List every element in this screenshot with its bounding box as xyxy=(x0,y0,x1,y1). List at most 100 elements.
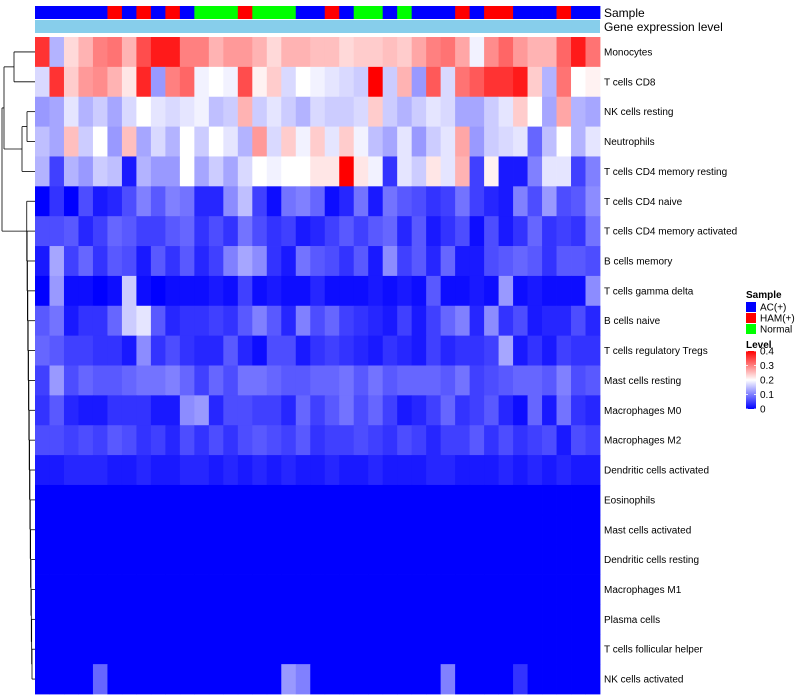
heatmap-cell xyxy=(136,634,152,665)
heatmap-cell xyxy=(107,425,123,456)
heatmap-cell xyxy=(49,365,65,396)
heatmap-cell xyxy=(353,514,369,546)
heatmap-cell xyxy=(136,66,152,98)
heatmap-cell xyxy=(324,246,340,277)
heatmap-cell xyxy=(310,544,326,575)
gene-expression-level-track xyxy=(35,20,600,33)
heatmap-cell xyxy=(339,664,355,695)
heatmap-cell xyxy=(63,66,79,98)
heatmap-cell xyxy=(585,634,601,665)
heatmap-cell xyxy=(484,275,499,307)
heatmap-cell xyxy=(556,66,572,98)
heatmap-cell xyxy=(208,126,224,157)
heatmap-cell xyxy=(107,37,123,68)
heatmap-cell xyxy=(353,425,369,456)
heatmap-cell xyxy=(513,455,528,486)
heatmap-cell xyxy=(266,186,282,217)
heatmap-cell xyxy=(281,275,297,307)
heatmap-cell xyxy=(252,156,268,187)
heatmap-cell xyxy=(440,335,456,366)
heatmap-cell xyxy=(136,365,152,396)
heatmap-cell xyxy=(266,156,282,187)
heatmap-cell xyxy=(92,156,108,187)
heatmap-cell xyxy=(223,395,239,426)
heatmap-cell xyxy=(571,305,586,337)
heatmap-cell xyxy=(484,305,499,337)
heatmap-cell xyxy=(397,395,413,426)
heatmap-cell xyxy=(35,664,50,695)
heatmap-cell xyxy=(63,365,79,396)
heatmap-cell xyxy=(542,484,557,516)
heatmap-cell xyxy=(542,544,557,575)
heatmap-cell xyxy=(353,275,369,307)
heatmap-cell xyxy=(484,335,499,366)
heatmap-cell xyxy=(35,365,50,396)
heatmap-cell xyxy=(411,216,427,247)
heatmap-cell xyxy=(165,246,181,277)
heatmap-cell xyxy=(150,275,166,307)
heatmap-cell xyxy=(585,216,601,247)
heatmap-cell xyxy=(324,66,340,98)
heatmap-cell xyxy=(542,604,557,635)
heatmap-cell xyxy=(179,544,195,575)
heatmap-cell xyxy=(527,66,543,98)
heatmap-cell xyxy=(324,37,340,68)
heatmap-cell xyxy=(223,425,239,456)
heatmap-cells xyxy=(35,37,601,695)
heatmap-cell xyxy=(35,425,50,456)
heatmap-cell xyxy=(585,484,601,516)
heatmap-cell xyxy=(63,246,79,277)
heatmap-cell xyxy=(179,484,195,516)
row-label: Mast cells activated xyxy=(604,525,691,536)
heatmap-cell xyxy=(295,455,311,486)
heatmap-cell xyxy=(498,216,514,247)
heatmap-cell xyxy=(49,96,65,127)
legend-label: Normal xyxy=(760,325,792,336)
heatmap-cell xyxy=(527,664,543,695)
heatmap-cell xyxy=(295,604,311,635)
row-label: Dendritic cells activated xyxy=(604,466,709,477)
heatmap-cell xyxy=(527,484,543,516)
heatmap-cell xyxy=(223,96,239,127)
heatmap-cell xyxy=(310,604,326,635)
heatmap-cell xyxy=(252,634,268,665)
heatmap-cell xyxy=(63,275,79,307)
row-label: T cells CD4 naive xyxy=(604,197,683,208)
heatmap-cell xyxy=(368,634,384,665)
heatmap-cell xyxy=(382,365,398,396)
heatmap-cell xyxy=(455,335,471,366)
heatmap-cell xyxy=(295,216,311,247)
row-label: Macrophages M2 xyxy=(604,436,682,447)
heatmap-cell xyxy=(237,246,253,277)
heatmap-cell xyxy=(556,96,572,127)
heatmap-cell xyxy=(107,365,123,396)
heatmap-cell xyxy=(107,126,123,157)
sample-annotation-cell xyxy=(136,6,152,19)
heatmap-cell xyxy=(136,96,152,127)
heatmap-cell xyxy=(368,604,384,635)
heatmap-cell xyxy=(208,305,224,337)
heatmap-cell xyxy=(223,484,239,516)
heatmap-cell xyxy=(281,156,297,187)
heatmap-cell xyxy=(295,335,311,366)
heatmap-cell xyxy=(455,574,471,605)
heatmap-cell xyxy=(339,365,355,396)
heatmap-cell xyxy=(397,37,413,68)
heatmap-cell xyxy=(237,425,253,456)
heatmap-cell xyxy=(310,634,326,665)
heatmap-cell xyxy=(513,96,528,127)
heatmap-cell xyxy=(556,335,572,366)
heatmap-cell xyxy=(411,275,427,307)
heatmap-cell xyxy=(179,335,195,366)
heatmap-cell xyxy=(107,455,123,486)
heatmap-cell xyxy=(295,126,311,157)
heatmap-cell xyxy=(208,395,224,426)
heatmap-cell xyxy=(179,186,195,217)
heatmap-cell xyxy=(440,484,456,516)
heatmap-cell xyxy=(571,514,586,546)
heatmap-cell xyxy=(107,186,123,217)
sample-annotation-cell xyxy=(150,6,166,19)
heatmap-cell xyxy=(136,156,152,187)
heatmap-cell xyxy=(484,484,499,516)
heatmap-cell xyxy=(107,484,123,516)
